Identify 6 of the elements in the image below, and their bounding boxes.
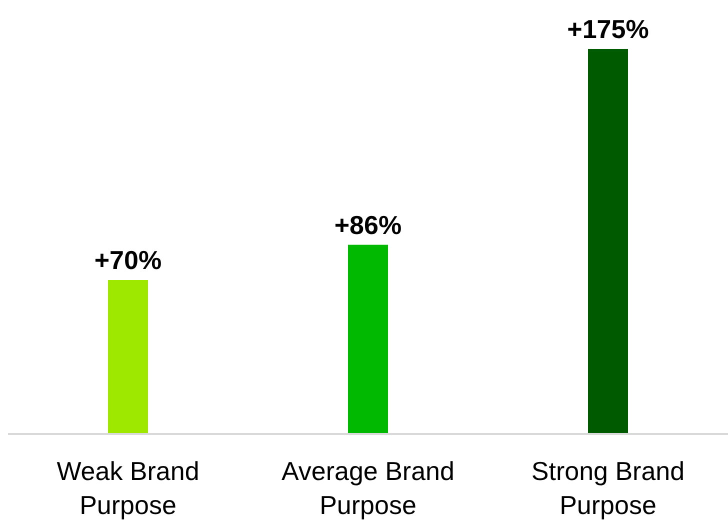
- x-tick-label: Average Brand Purpose: [282, 456, 454, 520]
- x-tick-label: Weak Brand Purpose: [56, 456, 200, 520]
- x-tick-label: Strong Brand Purpose: [531, 456, 685, 520]
- data-label: +175%: [567, 14, 649, 44]
- data-label: +86%: [334, 210, 402, 240]
- data-label: +70%: [94, 245, 162, 275]
